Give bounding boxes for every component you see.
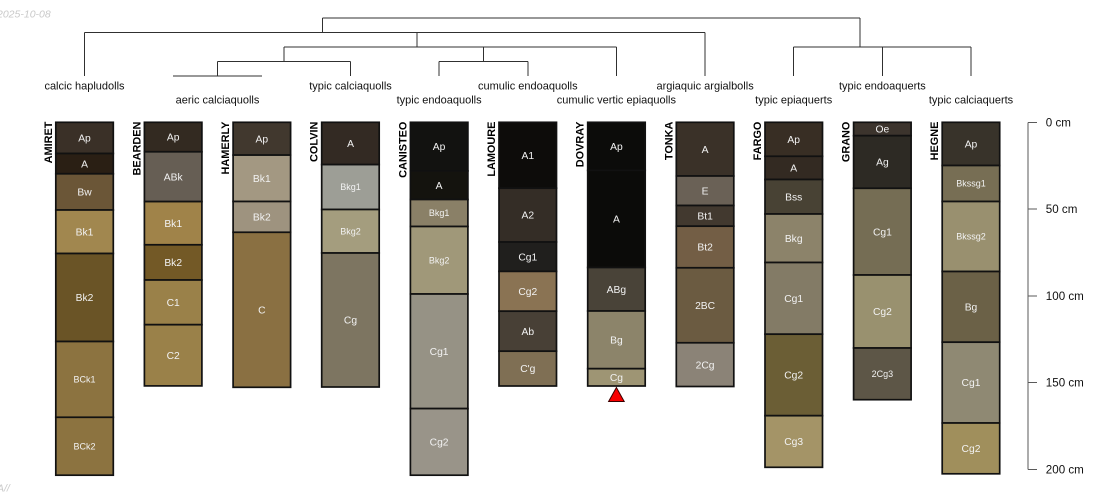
- svg-text:Ap: Ap: [167, 133, 180, 144]
- svg-text:cumulic endoaquolls: cumulic endoaquolls: [478, 81, 578, 93]
- svg-text:LAMOURE: LAMOURE: [486, 122, 498, 177]
- svg-text:Cg1: Cg1: [873, 227, 892, 238]
- svg-text:argiaquic argialbolls: argiaquic argialbolls: [656, 81, 754, 93]
- svg-text:2025-10-08: 2025-10-08: [0, 9, 51, 21]
- svg-text:C1: C1: [167, 298, 180, 309]
- svg-text:C2: C2: [167, 351, 180, 362]
- svg-text:Cg2: Cg2: [962, 444, 981, 455]
- svg-text:Bg: Bg: [965, 303, 978, 314]
- svg-text:A: A: [81, 159, 88, 170]
- svg-text:Bk1: Bk1: [253, 174, 271, 185]
- svg-text:100 cm: 100 cm: [1046, 290, 1084, 303]
- svg-text:Bkssg1: Bkssg1: [956, 179, 986, 189]
- svg-text:C: C: [258, 305, 266, 316]
- svg-text:Bg: Bg: [610, 336, 623, 347]
- svg-text:Ap: Ap: [965, 140, 978, 151]
- svg-text:Cg2: Cg2: [873, 307, 892, 318]
- svg-text:calcic hapludolls: calcic hapludolls: [44, 81, 125, 93]
- svg-text:A: A: [613, 215, 620, 226]
- svg-text:Bkg1: Bkg1: [429, 208, 450, 218]
- svg-text:A//: A//: [0, 483, 11, 495]
- svg-text:Bss: Bss: [785, 192, 802, 203]
- svg-text:cumulic vertic epiaquolls: cumulic vertic epiaquolls: [557, 95, 677, 107]
- svg-text:Bkg2: Bkg2: [429, 255, 450, 265]
- svg-text:Cg2: Cg2: [784, 371, 803, 382]
- svg-text:GRANO: GRANO: [841, 121, 853, 162]
- svg-text:Ap: Ap: [787, 135, 800, 146]
- svg-text:FARGO: FARGO: [752, 121, 764, 160]
- svg-text:COLVIN: COLVIN: [309, 121, 321, 161]
- svg-text:C'g: C'g: [520, 364, 535, 375]
- svg-text:BEARDEN: BEARDEN: [131, 121, 143, 175]
- svg-text:A: A: [347, 139, 354, 150]
- svg-text:Bw: Bw: [77, 188, 92, 199]
- svg-text:Oe: Oe: [876, 125, 890, 136]
- svg-text:150 cm: 150 cm: [1046, 377, 1084, 390]
- svg-text:Bt2: Bt2: [697, 243, 713, 254]
- svg-text:Cg2: Cg2: [518, 287, 537, 298]
- svg-text:TONKA: TONKA: [663, 121, 675, 160]
- svg-text:BCk2: BCk2: [73, 441, 95, 451]
- svg-text:typic endoaquolls: typic endoaquolls: [397, 95, 483, 107]
- svg-text:HAMERLY: HAMERLY: [220, 121, 232, 175]
- svg-text:CANISTEO: CANISTEO: [397, 121, 409, 178]
- svg-text:A: A: [702, 145, 709, 156]
- svg-text:Bkssg2: Bkssg2: [956, 232, 986, 242]
- svg-text:typic calciaquolls: typic calciaquolls: [309, 81, 392, 93]
- svg-text:Ag: Ag: [876, 158, 889, 169]
- svg-text:Bk1: Bk1: [76, 227, 94, 238]
- svg-text:2Cg3: 2Cg3: [872, 369, 894, 379]
- svg-text:HEGNE: HEGNE: [929, 122, 941, 161]
- svg-text:Cg1: Cg1: [518, 252, 537, 263]
- svg-text:A: A: [790, 164, 797, 175]
- svg-text:DOVRAY: DOVRAY: [575, 121, 587, 167]
- svg-text:Bk2: Bk2: [253, 213, 271, 224]
- svg-text:Bkg1: Bkg1: [340, 182, 361, 192]
- svg-text:Bt1: Bt1: [697, 212, 713, 223]
- svg-text:Cg1: Cg1: [784, 294, 803, 305]
- svg-text:Bk2: Bk2: [76, 293, 94, 304]
- svg-text:E: E: [702, 186, 709, 197]
- svg-text:Bk2: Bk2: [164, 258, 182, 269]
- svg-text:50 cm: 50 cm: [1046, 203, 1078, 216]
- svg-text:Cg2: Cg2: [430, 438, 449, 449]
- svg-text:A2: A2: [521, 211, 534, 222]
- svg-text:0 cm: 0 cm: [1046, 116, 1071, 129]
- svg-text:A: A: [436, 181, 443, 192]
- svg-text:Ap: Ap: [255, 134, 268, 145]
- svg-text:Bkg: Bkg: [785, 234, 803, 245]
- svg-text:ABg: ABg: [607, 285, 627, 296]
- svg-text:Ap: Ap: [433, 142, 446, 153]
- svg-text:A1: A1: [521, 151, 534, 162]
- svg-text:typic epiaquerts: typic epiaquerts: [755, 95, 833, 107]
- svg-text:typic endoaquerts: typic endoaquerts: [839, 81, 926, 93]
- svg-text:Ap: Ap: [78, 134, 91, 145]
- svg-text:200 cm: 200 cm: [1046, 463, 1084, 476]
- svg-text:Cg3: Cg3: [784, 437, 803, 448]
- svg-text:Bkg2: Bkg2: [340, 226, 361, 236]
- svg-text:Ab: Ab: [521, 327, 534, 338]
- svg-text:Cg: Cg: [610, 373, 623, 384]
- svg-text:Cg1: Cg1: [430, 347, 449, 358]
- svg-text:BCk1: BCk1: [73, 375, 95, 385]
- svg-text:aeric calciaquolls: aeric calciaquolls: [176, 95, 260, 107]
- svg-text:ABk: ABk: [164, 172, 184, 183]
- svg-text:Cg: Cg: [344, 316, 357, 327]
- svg-text:Ap: Ap: [610, 142, 623, 153]
- svg-text:AMIRET: AMIRET: [43, 121, 55, 163]
- svg-text:typic calciaquerts: typic calciaquerts: [929, 95, 1014, 107]
- svg-text:2Cg: 2Cg: [696, 360, 715, 371]
- svg-text:Bk1: Bk1: [164, 219, 182, 230]
- svg-text:Cg1: Cg1: [962, 378, 981, 389]
- svg-text:2BC: 2BC: [695, 301, 716, 312]
